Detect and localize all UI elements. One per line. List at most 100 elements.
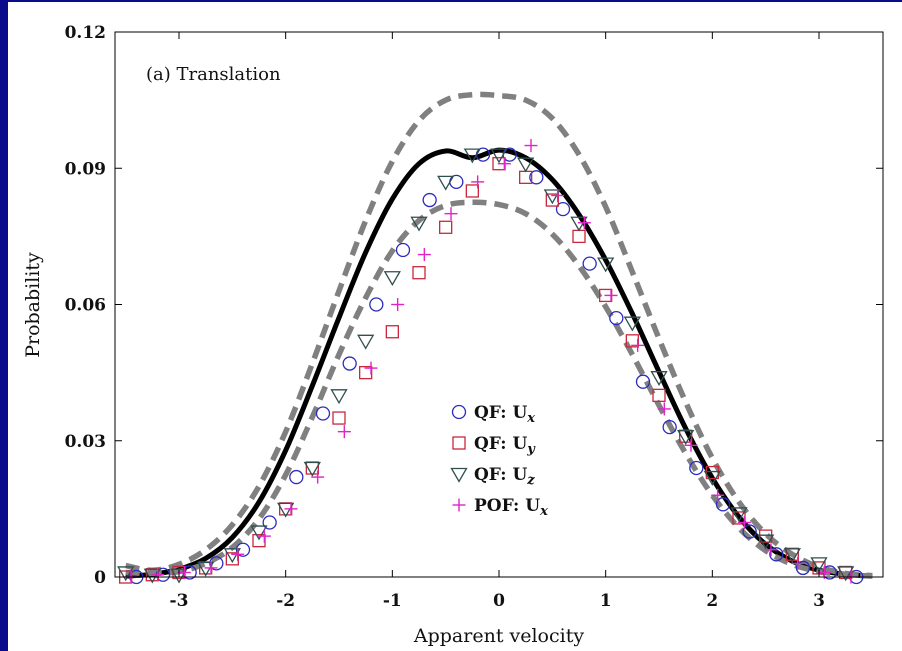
data-point-triangle-down-12 (437, 175, 455, 191)
data-point-plus-6 (284, 502, 298, 516)
data-point-triangle-down-1 (143, 568, 161, 584)
data-point-circle-22 (715, 497, 731, 512)
legend-item: QF: Uz (450, 465, 535, 488)
data-point-triangle-down-22 (703, 470, 721, 486)
data-point-triangle-down-18 (597, 257, 615, 273)
data-point-circle-6 (289, 469, 304, 485)
bound-curve-dashed-2 (125, 199, 873, 579)
y-axis-label: Probability (22, 252, 44, 358)
data-point-circle-16 (555, 201, 571, 217)
legend-marker-square (452, 436, 466, 450)
data-point-triangle-down-19 (623, 316, 641, 332)
data-point-circle-21 (689, 460, 704, 476)
data-point-triangle-down-7 (303, 461, 321, 477)
data-point-triangle-down-0 (117, 566, 135, 582)
data-point-triangle-down-2 (170, 568, 188, 584)
data-point-circle-5 (262, 515, 277, 530)
y-tick-label: 0.06 (65, 296, 106, 316)
data-point-triangle-down-14 (490, 148, 508, 164)
legend-label: QF: Uy (474, 434, 536, 457)
legend-label: POF: Ux (474, 496, 548, 519)
data-point-circle-19 (635, 374, 651, 389)
data-point-square-24 (759, 529, 773, 543)
data-point-square-10 (385, 325, 399, 339)
data-point-plus-7 (311, 470, 325, 484)
data-point-square-13 (465, 184, 479, 198)
ticks-layer: -3 -2 -1 0 1 2 3 0 0.03 0.06 0.09 0.12 (65, 23, 883, 611)
data-point-plus-5 (257, 529, 271, 543)
data-point-square-11 (412, 266, 426, 280)
data-point-circle-23 (742, 524, 757, 539)
figure-background (8, 2, 902, 651)
x-tick-label: -1 (383, 591, 402, 611)
x-tick-label: -3 (170, 591, 189, 611)
y-tick-label: 0.03 (65, 432, 106, 452)
data-point-circle-18 (609, 310, 624, 326)
data-point-circle-17 (582, 256, 597, 271)
data-point-circle-4 (235, 542, 251, 557)
data-point-triangle-down-26 (810, 557, 828, 573)
annotation-label: (a) Translation (146, 64, 281, 85)
data-point-circle-15 (529, 170, 544, 185)
y-tick-label: 0.09 (65, 159, 106, 179)
data-point-plus-21 (684, 438, 698, 452)
data-point-triangle-down-16 (543, 189, 561, 205)
data-point-triangle-down-4 (223, 548, 241, 564)
data-point-plus-17 (577, 216, 591, 230)
data-point-square-20 (652, 388, 666, 402)
x-tick-label: -2 (276, 591, 295, 611)
legend-label: QF: Uz (474, 465, 535, 488)
data-point-plus-9 (364, 361, 378, 375)
data-point-square-22 (705, 465, 719, 480)
data-point-triangle-down-8 (330, 389, 348, 405)
markers-layer (117, 139, 864, 585)
legend-label: QF: Ux (474, 403, 535, 426)
data-point-triangle-down-9 (357, 334, 375, 350)
data-point-triangle-down-20 (650, 371, 668, 386)
data-point-plus-4 (231, 547, 245, 561)
data-point-plus-18 (604, 288, 618, 302)
x-tick-label: 3 (813, 591, 825, 611)
legend-item: QF: Uy (452, 434, 536, 457)
data-point-plus-16 (551, 189, 565, 202)
data-point-square-8 (332, 411, 346, 425)
data-point-plus-24 (764, 543, 778, 557)
data-point-circle-20 (662, 419, 677, 435)
data-point-triangle-down-24 (757, 534, 775, 550)
data-point-circle-8 (342, 356, 357, 371)
data-point-plus-10 (391, 298, 405, 311)
x-tick-label: 0 (493, 591, 505, 611)
y-tick-label: 0.12 (65, 23, 106, 43)
data-point-plus-25 (791, 556, 805, 570)
legend-marker-circle (451, 404, 467, 420)
data-point-plus-3 (204, 561, 218, 575)
data-point-circle-10 (395, 242, 411, 258)
data-point-triangle-down-21 (677, 430, 695, 446)
data-point-triangle-down-6 (277, 502, 295, 518)
data-point-circle-24 (769, 547, 784, 562)
data-point-triangle-down-17 (570, 216, 588, 232)
data-point-triangle-down-15 (517, 157, 535, 173)
data-point-triangle-down-5 (250, 525, 268, 541)
legend-marker-triangle-down (450, 467, 468, 483)
data-point-circle-25 (795, 560, 811, 576)
legend-marker-plus (452, 498, 466, 512)
x-tick-label: 1 (600, 591, 612, 611)
data-point-plus-1 (151, 568, 165, 582)
y-tick-label: 0 (94, 568, 106, 588)
data-point-plus-15 (524, 139, 538, 153)
data-point-plus-13 (471, 175, 485, 189)
data-point-triangle-down-13 (463, 148, 481, 164)
data-point-square-12 (439, 220, 453, 234)
data-point-plus-23 (737, 516, 751, 529)
data-point-triangle-down-3 (197, 561, 215, 577)
data-point-plus-22 (711, 488, 725, 502)
data-point-triangle-down-25 (783, 548, 801, 564)
data-point-circle-7 (315, 406, 331, 421)
data-point-circle-9 (369, 297, 384, 312)
legend-item: QF: Ux (451, 403, 535, 426)
data-point-plus-11 (417, 248, 431, 262)
data-point-plus-12 (444, 207, 458, 221)
data-point-plus-19 (631, 338, 645, 352)
data-point-plus-20 (657, 402, 671, 416)
